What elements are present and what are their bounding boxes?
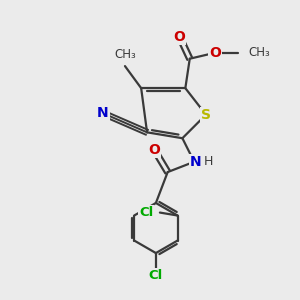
Text: CH₃: CH₃ <box>114 48 136 61</box>
Text: S: S <box>201 108 211 122</box>
Text: O: O <box>209 46 221 60</box>
Text: CH₃: CH₃ <box>249 46 270 59</box>
Text: Cl: Cl <box>139 206 153 219</box>
Text: H: H <box>204 155 213 168</box>
Text: O: O <box>148 143 160 157</box>
Text: N: N <box>190 155 202 169</box>
Text: N: N <box>97 106 109 120</box>
Text: O: O <box>173 30 185 44</box>
Text: Cl: Cl <box>149 268 163 282</box>
